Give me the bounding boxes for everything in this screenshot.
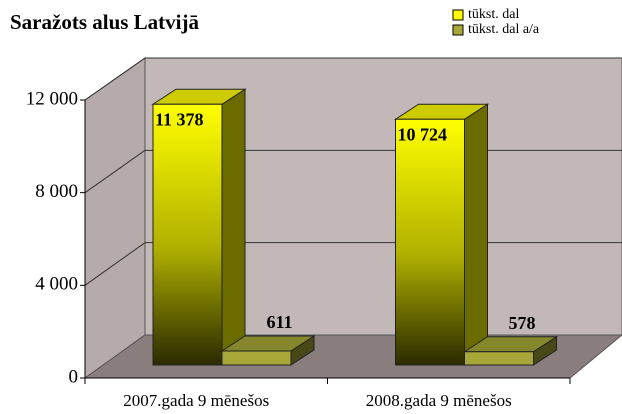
bar-side (464, 103, 488, 366)
data-label: 578 (509, 313, 536, 333)
bar (464, 351, 534, 366)
legend-label: tūkst. dal (468, 7, 519, 22)
y-tick-label: 4 000 (35, 274, 78, 295)
y-tick-label: 12 000 (26, 88, 78, 109)
grid-line (84, 57, 146, 101)
legend-swatch (452, 24, 464, 36)
x-tick-label: 2008.gada 9 mēnešos (366, 391, 512, 410)
legend-swatch (452, 9, 464, 21)
grid-line (84, 149, 146, 194)
bar (395, 118, 465, 366)
y-tick-label: 0 (69, 366, 79, 387)
bar (152, 103, 223, 366)
side-wall (84, 57, 146, 379)
x-tick-label: 2007.gada 9 mēnešos (123, 391, 269, 410)
data-label: 611 (266, 312, 292, 332)
y-tick-label: 8 000 (35, 181, 78, 202)
grid-line (84, 242, 146, 286)
bar-side (221, 88, 246, 366)
chart-title: Saražots alus Latvijā (10, 10, 200, 34)
bar (221, 350, 292, 366)
data-label: 10 724 (398, 124, 448, 144)
data-label: 11 378 (155, 109, 204, 129)
legend-label: tūkst. dal a/a (468, 22, 540, 37)
